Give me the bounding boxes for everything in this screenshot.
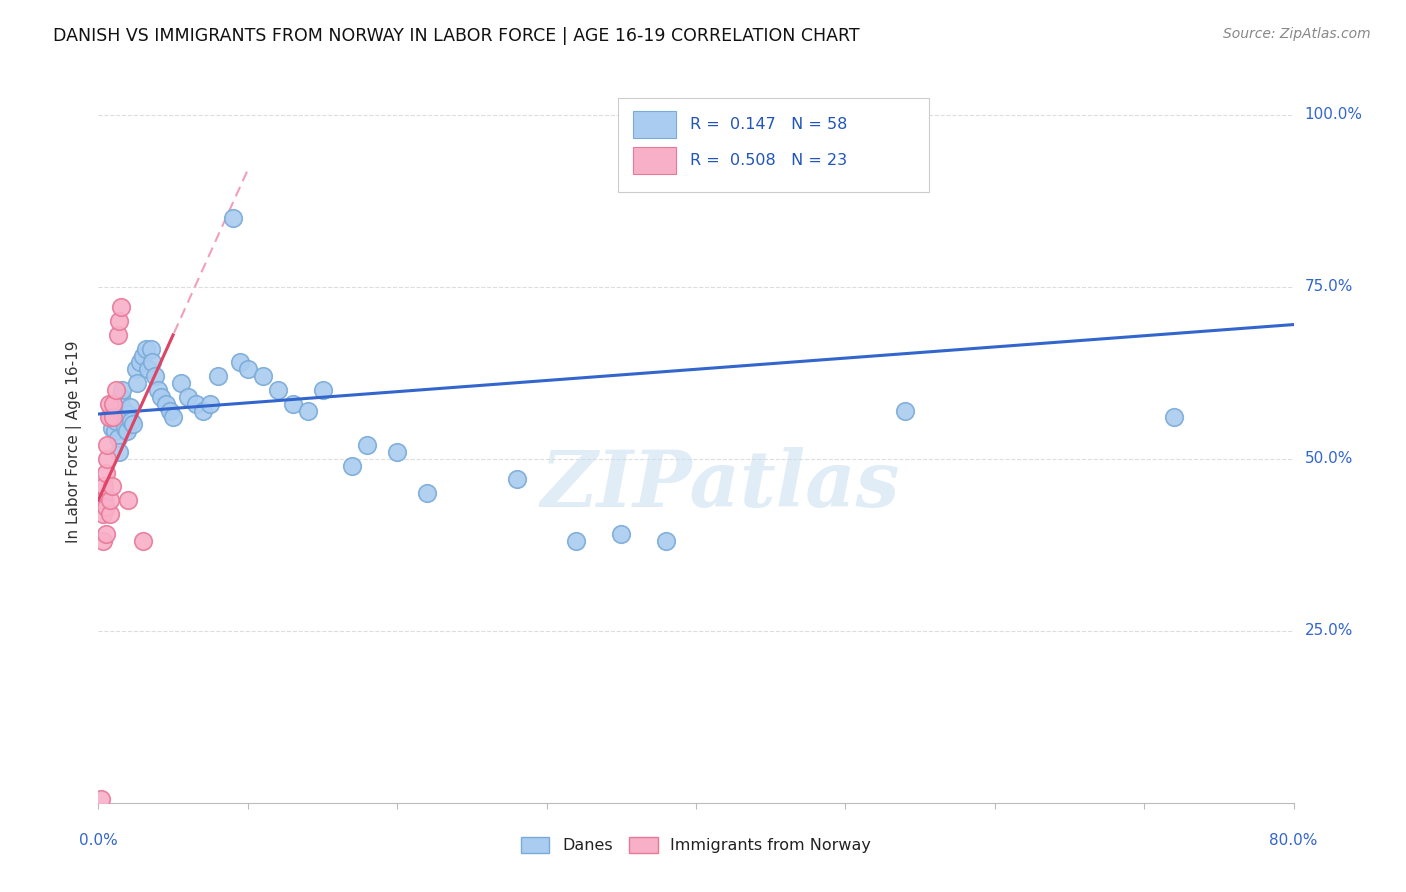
Point bbox=[120, 414, 142, 428]
Point bbox=[108, 445, 131, 459]
FancyBboxPatch shape bbox=[633, 111, 676, 138]
Point bbox=[297, 403, 319, 417]
Point bbox=[143, 369, 166, 384]
Point bbox=[121, 417, 143, 432]
Point bbox=[118, 400, 141, 414]
Point bbox=[104, 424, 127, 438]
Point bbox=[111, 383, 134, 397]
Point bbox=[103, 410, 125, 425]
Point bbox=[96, 438, 118, 452]
Point bbox=[169, 376, 191, 390]
Point bbox=[191, 403, 214, 417]
Point bbox=[90, 792, 112, 806]
Text: 100.0%: 100.0% bbox=[1305, 107, 1362, 122]
Text: 50.0%: 50.0% bbox=[1305, 451, 1353, 467]
Point bbox=[200, 397, 222, 411]
Point bbox=[356, 438, 378, 452]
Point bbox=[103, 407, 125, 421]
Point bbox=[416, 486, 439, 500]
Point bbox=[141, 355, 163, 369]
Text: 25.0%: 25.0% bbox=[1305, 624, 1353, 639]
Point bbox=[105, 383, 128, 397]
Point bbox=[385, 445, 409, 459]
Point bbox=[610, 527, 633, 541]
Point bbox=[159, 403, 181, 417]
Point bbox=[1163, 410, 1185, 425]
Point bbox=[111, 400, 134, 414]
Point bbox=[125, 362, 148, 376]
Point bbox=[93, 493, 115, 508]
Point bbox=[148, 383, 170, 397]
Point bbox=[104, 414, 127, 428]
Point bbox=[101, 421, 124, 435]
Point bbox=[506, 472, 529, 486]
Point bbox=[103, 397, 125, 411]
FancyBboxPatch shape bbox=[619, 98, 929, 193]
Point bbox=[98, 507, 122, 521]
Point bbox=[135, 342, 157, 356]
Point bbox=[91, 507, 114, 521]
Point bbox=[184, 397, 207, 411]
Point bbox=[132, 534, 155, 549]
Point bbox=[96, 451, 118, 466]
Point bbox=[342, 458, 364, 473]
Point bbox=[565, 534, 588, 549]
Point bbox=[127, 376, 149, 390]
Point bbox=[655, 534, 678, 549]
Point bbox=[114, 421, 136, 435]
Point bbox=[94, 466, 117, 480]
Point bbox=[94, 500, 117, 514]
Text: R =  0.147   N = 58: R = 0.147 N = 58 bbox=[690, 117, 848, 132]
Point bbox=[93, 479, 115, 493]
Point bbox=[236, 362, 259, 376]
Point bbox=[139, 342, 162, 356]
Text: 80.0%: 80.0% bbox=[1270, 833, 1317, 848]
Point bbox=[136, 362, 159, 376]
Point bbox=[91, 534, 114, 549]
Point bbox=[98, 410, 122, 425]
Point bbox=[115, 424, 138, 438]
Point bbox=[117, 407, 139, 421]
Point bbox=[222, 211, 245, 225]
Point bbox=[97, 397, 120, 411]
Point bbox=[98, 493, 122, 508]
Point bbox=[155, 397, 177, 411]
Point bbox=[105, 414, 128, 428]
FancyBboxPatch shape bbox=[633, 147, 676, 174]
Y-axis label: In Labor Force | Age 16-19: In Labor Force | Age 16-19 bbox=[66, 340, 83, 543]
Point bbox=[150, 390, 173, 404]
Point bbox=[105, 403, 128, 417]
Point bbox=[132, 349, 155, 363]
Point bbox=[252, 369, 274, 384]
Legend: Danes, Immigrants from Norway: Danes, Immigrants from Norway bbox=[515, 830, 877, 860]
Text: Source: ZipAtlas.com: Source: ZipAtlas.com bbox=[1223, 27, 1371, 41]
Point bbox=[162, 410, 184, 425]
Point bbox=[94, 527, 117, 541]
Point bbox=[103, 397, 125, 411]
Point bbox=[101, 479, 124, 493]
Point bbox=[112, 410, 135, 425]
Point bbox=[281, 397, 304, 411]
Text: DANISH VS IMMIGRANTS FROM NORWAY IN LABOR FORCE | AGE 16-19 CORRELATION CHART: DANISH VS IMMIGRANTS FROM NORWAY IN LABO… bbox=[53, 27, 860, 45]
Point bbox=[894, 403, 917, 417]
Point bbox=[311, 383, 333, 397]
Point bbox=[207, 369, 229, 384]
Text: ZIPatlas: ZIPatlas bbox=[540, 447, 900, 523]
Point bbox=[117, 493, 139, 508]
Point bbox=[107, 327, 129, 342]
Point bbox=[129, 355, 152, 369]
Point bbox=[177, 390, 200, 404]
Text: R =  0.508   N = 23: R = 0.508 N = 23 bbox=[690, 153, 848, 168]
Point bbox=[267, 383, 290, 397]
Point bbox=[108, 314, 131, 328]
Point bbox=[110, 301, 132, 315]
Point bbox=[229, 355, 252, 369]
Point bbox=[110, 390, 132, 404]
Point bbox=[107, 431, 129, 445]
Point bbox=[97, 410, 120, 425]
Text: 0.0%: 0.0% bbox=[79, 833, 118, 848]
Text: 75.0%: 75.0% bbox=[1305, 279, 1353, 294]
